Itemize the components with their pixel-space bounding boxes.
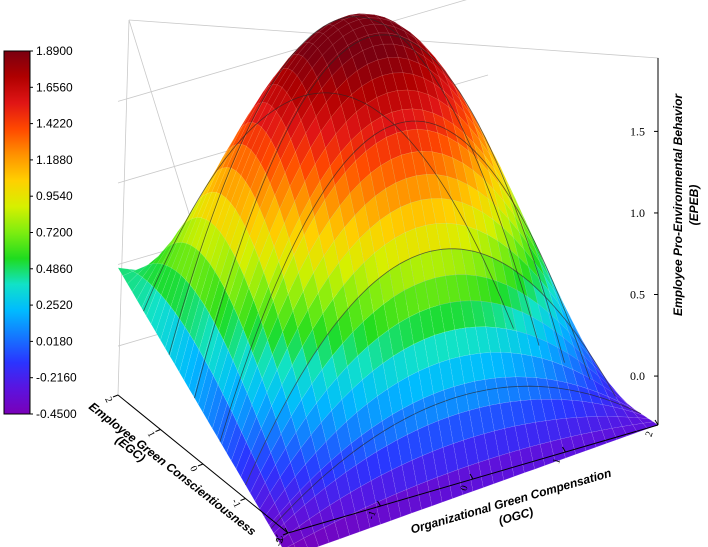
z-tick-label: 0.5 <box>630 288 645 302</box>
colorbar-label: 0.2520 <box>36 298 73 312</box>
colorbar-label: 0.0180 <box>36 334 73 348</box>
colorbar-label: 1.6560 <box>36 80 73 94</box>
z-axis: 0.0 0.5 1.0 1.5 Employee Pro-Environmental … <box>630 58 701 425</box>
x-tick <box>469 473 474 480</box>
colorbar: 1.8900 1.6560 1.4220 1.1880 0.9540 0.7200 0.48… <box>3 44 77 421</box>
z-tick-label: 0.0 <box>630 369 645 383</box>
surface-patch <box>637 417 654 424</box>
x-tick <box>377 500 381 507</box>
contour-line <box>194 34 565 399</box>
colorbar-gradient <box>3 50 31 415</box>
x-tick <box>654 419 659 426</box>
colorbar-label: 0.9540 <box>36 189 73 203</box>
colorbar-labels: 1.8900 1.6560 1.4220 1.1880 0.9540 0.7200 0.48… <box>30 44 77 421</box>
colorbar-label: 0.4860 <box>36 262 73 276</box>
contour-line <box>270 385 642 529</box>
x-tick-label: -1 <box>366 510 379 521</box>
x-tick-label: 2 <box>644 430 656 438</box>
z-tick-label: 1.5 <box>630 124 645 138</box>
y-tick <box>197 463 204 467</box>
y-tick <box>282 532 289 536</box>
x-tick-label: 1 <box>551 457 563 465</box>
colorbar-label: 0.7200 <box>36 226 73 240</box>
contour-lines <box>143 16 642 529</box>
y-tick-label: 1 <box>145 430 157 439</box>
y-tick <box>112 394 119 398</box>
y-tick-label: 2 <box>102 395 114 404</box>
colorbar-label: 1.8900 <box>36 44 73 58</box>
colorbar-label: -0.4500 <box>36 407 77 421</box>
contour-line <box>245 248 616 486</box>
y-tick <box>155 429 161 432</box>
colorbar-label: 1.1880 <box>36 153 73 167</box>
x-tick <box>562 446 566 453</box>
contour-line <box>143 92 514 329</box>
z-axis-title-abbrev: (EPEB) <box>687 185 701 226</box>
colorbar-label: 1.4220 <box>36 117 73 131</box>
z-axis-title: Employee Pro-Environmental Behavior <box>671 93 685 316</box>
y-tick-label: 0 <box>187 464 199 473</box>
x-tick-label: -2 <box>273 537 286 547</box>
surface-patch <box>632 411 649 419</box>
z-tick-label: 1.0 <box>630 206 645 220</box>
x-tick-label: 0 <box>459 484 471 492</box>
colorbar-label: -0.2160 <box>36 371 77 385</box>
contour-line <box>168 16 540 355</box>
contour-line <box>219 120 591 442</box>
y-tick <box>240 498 246 501</box>
